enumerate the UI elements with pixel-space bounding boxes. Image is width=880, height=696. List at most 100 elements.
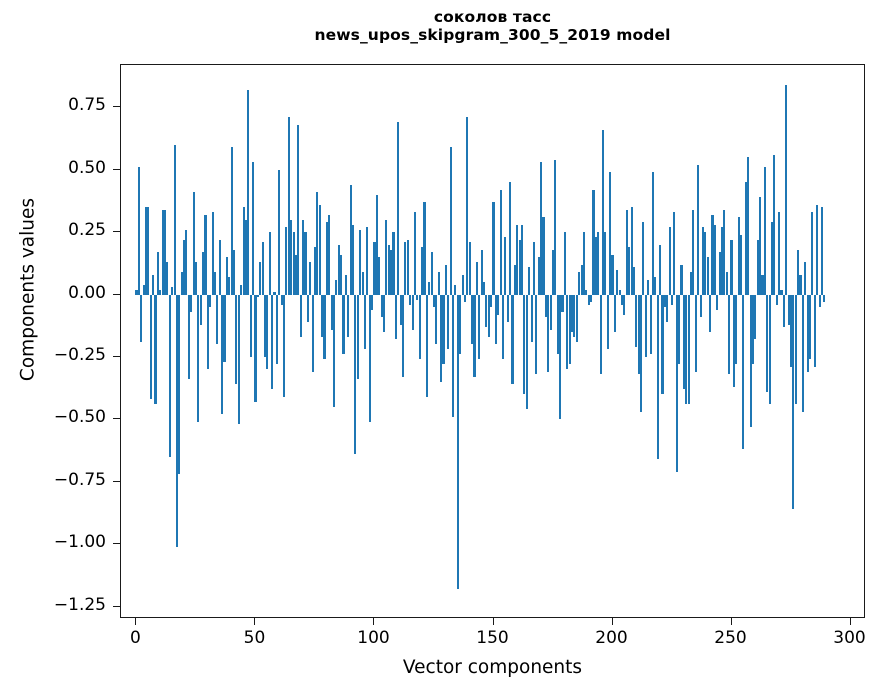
bar — [513, 264, 516, 295]
bar — [692, 209, 695, 295]
bar — [330, 294, 333, 330]
bar — [568, 294, 571, 365]
bar — [654, 277, 657, 295]
bar — [575, 294, 578, 342]
bar — [387, 244, 390, 295]
bar — [504, 237, 507, 295]
bar — [656, 294, 659, 460]
bar — [171, 287, 174, 295]
bar — [801, 294, 804, 412]
bar — [168, 294, 171, 457]
bar — [725, 272, 728, 295]
bar — [380, 294, 383, 318]
bar — [306, 294, 309, 323]
y-axis-tick-label: 0.00 — [68, 282, 106, 303]
bar — [813, 294, 816, 367]
bar — [185, 229, 188, 295]
bar — [797, 249, 800, 295]
bar — [213, 272, 217, 295]
bar — [551, 249, 555, 295]
bar — [547, 294, 550, 372]
bar — [332, 294, 336, 407]
y-axis-tick-label: 0.75 — [68, 95, 106, 116]
bar — [573, 294, 576, 337]
bar — [254, 294, 257, 402]
bar — [549, 294, 552, 330]
bar — [585, 289, 588, 295]
bar — [511, 294, 514, 385]
bar — [766, 294, 769, 392]
bar — [747, 157, 750, 295]
bar — [751, 294, 754, 365]
bar — [287, 117, 290, 295]
bar — [690, 272, 693, 295]
bar — [442, 294, 445, 365]
bar — [592, 189, 595, 295]
bar — [685, 294, 688, 405]
bar — [187, 294, 190, 380]
bar — [263, 294, 267, 357]
bar — [366, 227, 369, 295]
bar — [778, 212, 781, 295]
bar — [371, 294, 374, 310]
bar — [411, 294, 414, 330]
bar — [556, 294, 559, 355]
bar — [147, 207, 150, 295]
bar — [739, 234, 743, 295]
bar — [823, 294, 826, 303]
y-axis-tick — [113, 106, 120, 108]
bar — [609, 172, 612, 295]
bar — [328, 214, 331, 295]
bar — [152, 274, 155, 295]
bar — [430, 252, 433, 295]
bar — [354, 294, 357, 455]
bar — [180, 272, 183, 295]
y-axis-tick-label: −1.00 — [53, 532, 106, 553]
bar — [402, 294, 405, 377]
bar — [197, 294, 200, 422]
bar — [228, 277, 231, 295]
bar — [697, 164, 700, 295]
bar — [459, 294, 462, 355]
bar — [613, 294, 616, 332]
bar — [618, 289, 621, 295]
bar — [730, 239, 733, 295]
bar — [199, 294, 202, 325]
bar — [754, 294, 757, 340]
bar — [206, 294, 209, 370]
bar — [640, 294, 643, 412]
bar — [792, 294, 795, 510]
bar — [706, 257, 709, 295]
bar — [525, 294, 528, 410]
bar — [428, 282, 431, 295]
bar — [233, 249, 236, 295]
bar — [661, 294, 664, 395]
bar — [280, 294, 283, 305]
bar — [478, 294, 481, 360]
bar — [285, 227, 288, 295]
bar — [816, 204, 819, 295]
bar — [620, 294, 624, 305]
bar — [509, 182, 512, 295]
bar — [183, 239, 186, 295]
bar — [651, 172, 655, 295]
bar — [632, 267, 635, 295]
bar — [325, 222, 328, 295]
bar — [775, 294, 778, 305]
bar — [392, 232, 395, 295]
bar — [554, 159, 557, 295]
bar — [216, 294, 219, 345]
chart-title-line-1: соколов тасс — [433, 8, 552, 26]
bar — [175, 294, 178, 547]
bar — [482, 282, 486, 295]
bar — [421, 247, 424, 295]
bar — [492, 202, 495, 295]
bar — [590, 294, 593, 303]
bar — [532, 242, 535, 295]
bar — [230, 147, 233, 295]
y-axis-tick-label: 0.50 — [68, 157, 106, 178]
bar — [682, 294, 685, 390]
bar — [142, 284, 145, 295]
x-axis-tick — [730, 618, 732, 625]
bar — [794, 294, 797, 405]
